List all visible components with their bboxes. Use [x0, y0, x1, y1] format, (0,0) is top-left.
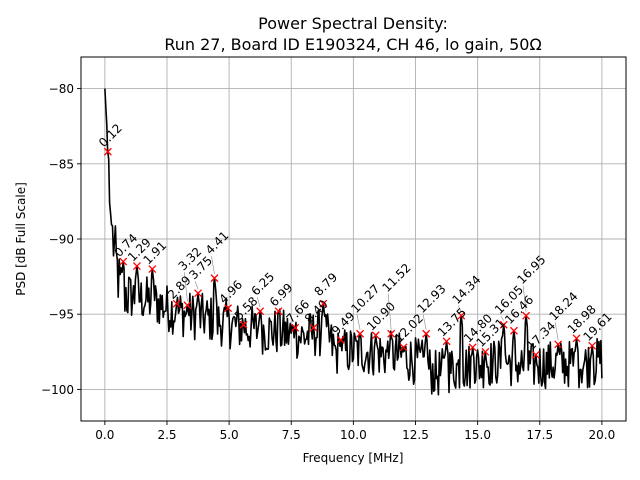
peak-marker — [481, 347, 490, 356]
peak-marker — [119, 257, 128, 266]
peak-marker — [531, 350, 540, 359]
peak-marker — [588, 341, 597, 350]
x-tick-label: 0.0 — [95, 428, 114, 442]
peak-marker — [183, 301, 192, 310]
peak-label-leader — [422, 314, 427, 330]
peak-marker — [499, 320, 508, 329]
peak-marker — [239, 320, 248, 329]
peak-marker — [309, 323, 318, 332]
peak-marker — [457, 311, 466, 320]
x-tick-label: 15.0 — [464, 428, 491, 442]
peak-marker — [224, 304, 233, 313]
peak-label-leader — [356, 314, 361, 330]
peak-marker — [422, 329, 431, 338]
y-tick-label: −95 — [49, 308, 74, 322]
peak-marker — [172, 299, 181, 308]
y-axis-label: PSD [dB Full Scale] — [14, 182, 28, 296]
peak-label-leader — [522, 285, 527, 312]
peak-label-leader — [184, 272, 188, 302]
peak-marker — [399, 343, 408, 352]
peak-marker — [387, 329, 396, 338]
x-tick-label: 12.5 — [402, 428, 429, 442]
peak-marker — [274, 307, 283, 316]
peak-marker — [291, 323, 300, 332]
y-tick-label: −85 — [49, 157, 74, 171]
peak-label-leader — [256, 297, 261, 308]
peak-marker — [522, 311, 531, 320]
x-tick-label: 17.5 — [526, 428, 553, 442]
peak-label-leader — [211, 256, 215, 275]
peak-label-leader — [387, 293, 392, 330]
x-tick-label: 20.0 — [589, 428, 616, 442]
peak-marker — [336, 335, 345, 344]
peak-marker — [256, 307, 265, 316]
peak-label-leader — [500, 315, 504, 321]
x-axis-ticks: 0.0 2.5 5.0 7.5 10.0 12.5 15.0 17.5 20.0 — [95, 421, 615, 442]
peak-marker — [148, 265, 157, 274]
peak-marker — [572, 334, 581, 343]
x-axis-label: Frequency [MHz] — [303, 451, 404, 465]
peak-marker — [319, 299, 328, 308]
peak-markers — [103, 147, 597, 359]
peak-marker — [132, 262, 141, 271]
y-axis-ticks: −80 −85 −90 −95 −100 — [41, 82, 81, 397]
peak-marker — [371, 331, 380, 340]
peak-marker — [509, 326, 518, 335]
y-tick-label: −100 — [41, 383, 74, 397]
chart-title-line-1: Power Spectral Density: — [258, 14, 448, 33]
peak-label-leader — [554, 322, 559, 341]
peak-marker — [194, 289, 203, 298]
x-tick-label: 5.0 — [220, 428, 239, 442]
x-tick-label: 7.5 — [282, 428, 301, 442]
peak-label-leaders — [184, 256, 559, 341]
peak-marker — [442, 337, 451, 346]
y-tick-label: −90 — [49, 233, 74, 247]
chart-title-line-2: Run 27, Board ID E190324, CH 46, lo gain… — [164, 35, 541, 54]
peak-label-leader — [194, 281, 199, 290]
x-tick-label: 2.5 — [157, 428, 176, 442]
peak-marker — [468, 343, 477, 352]
grid — [81, 57, 626, 421]
peak-label-leader — [457, 305, 462, 312]
x-tick-label: 10.0 — [340, 428, 367, 442]
peak-marker — [210, 274, 219, 283]
peak-marker — [554, 340, 563, 349]
peak-marker — [356, 329, 365, 338]
peak-marker — [103, 147, 112, 156]
y-tick-label: −80 — [49, 82, 74, 96]
